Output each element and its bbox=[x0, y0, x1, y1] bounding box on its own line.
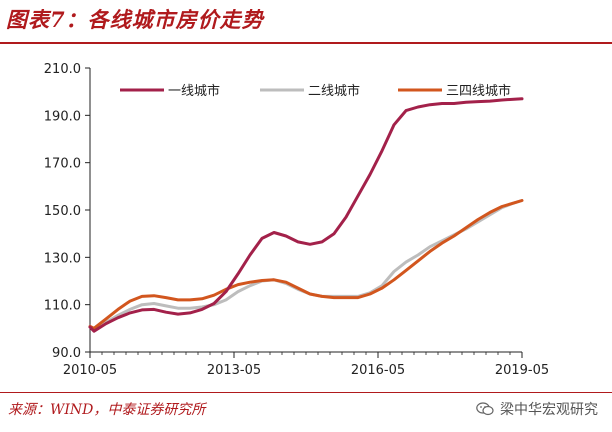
series-line-3 bbox=[88, 199, 524, 330]
source-note: 来源：WIND，中泰证券研究所 bbox=[8, 402, 206, 418]
y-tick-label: 150.0 bbox=[44, 204, 81, 219]
watermark: 梁中华宏观研究 bbox=[476, 399, 598, 419]
footer-divider bbox=[0, 392, 612, 393]
y-tick-label: 190.0 bbox=[44, 109, 81, 124]
legend-label-2: 二线城市 bbox=[308, 83, 360, 99]
y-tick-label: 170.0 bbox=[44, 157, 81, 172]
legend-label-1: 一线城市 bbox=[168, 83, 220, 99]
y-tick-label: 90.0 bbox=[52, 346, 81, 361]
x-tick-label: 2010-05 bbox=[63, 363, 117, 378]
line-chart: 90.0 110.0 130.0 150.0 170.0 190.0 210.0 2010-0… bbox=[44, 62, 549, 378]
x-tick-label: 2013-05 bbox=[207, 363, 261, 378]
legend: 一线城市 二线城市 三四线城市 bbox=[120, 83, 511, 99]
wechat-icon bbox=[476, 402, 494, 416]
y-tick-label: 210.0 bbox=[44, 62, 81, 77]
axes: 90.0 110.0 130.0 150.0 170.0 190.0 210.0 2010-0… bbox=[44, 62, 549, 378]
series-line-1 bbox=[88, 97, 524, 333]
chart-title: 图表7：各线城市房价走势 bbox=[6, 7, 264, 32]
x-tick-label: 2019-05 bbox=[495, 363, 549, 378]
title-divider bbox=[0, 42, 612, 44]
series-lines bbox=[88, 97, 524, 333]
legend-label-3: 三四线城市 bbox=[446, 83, 511, 99]
y-tick-label: 110.0 bbox=[44, 299, 81, 314]
y-tick-label: 130.0 bbox=[44, 251, 81, 266]
watermark-text: 梁中华宏观研究 bbox=[500, 402, 598, 418]
x-tick-label: 2016-05 bbox=[351, 363, 405, 378]
